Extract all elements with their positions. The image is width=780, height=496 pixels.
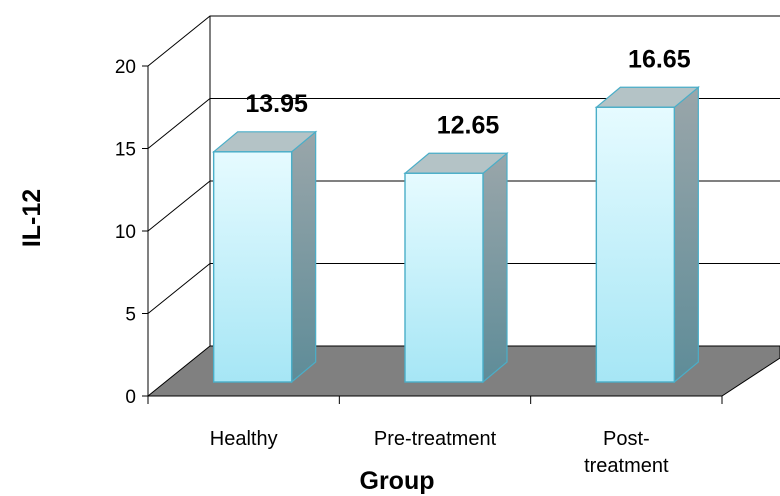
data-label: 12.65 [437, 111, 500, 139]
y-axis: 0 5 10 15 20 [115, 57, 149, 408]
gridline [147, 263, 780, 314]
x-tick-label: Post-treatment [584, 428, 669, 477]
bar-side [482, 151, 508, 384]
y-tick-label: 15 [115, 140, 136, 161]
bar-side [291, 130, 317, 384]
gridline [147, 180, 780, 232]
x-tick-label: Pre-treatment [374, 428, 497, 450]
x-axis-title: Group [360, 467, 435, 495]
gridline [147, 15, 780, 67]
bar-front [404, 172, 484, 383]
x-tick-label: Healthy [210, 428, 278, 450]
bars [212, 85, 700, 384]
y-tick-label: 0 [125, 387, 136, 408]
y-tick-label: 5 [125, 305, 136, 326]
bar [403, 151, 509, 384]
data-labels: 13.95 12.65 16.65 [245, 45, 690, 139]
y-tick-label: 20 [115, 57, 136, 78]
y-axis-title: IL-12 [18, 189, 46, 247]
gridlines [147, 15, 780, 314]
bar-side [673, 85, 699, 384]
x-axis: Healthy Pre-treatment Post-treatment [147, 395, 723, 477]
bar-front [212, 151, 293, 383]
data-label: 13.95 [245, 90, 308, 118]
y-tick-label: 10 [115, 222, 136, 243]
data-label: 16.65 [628, 45, 691, 73]
gridline [147, 98, 780, 149]
bar [212, 130, 318, 384]
bar-front [595, 106, 676, 383]
bar [594, 85, 700, 384]
